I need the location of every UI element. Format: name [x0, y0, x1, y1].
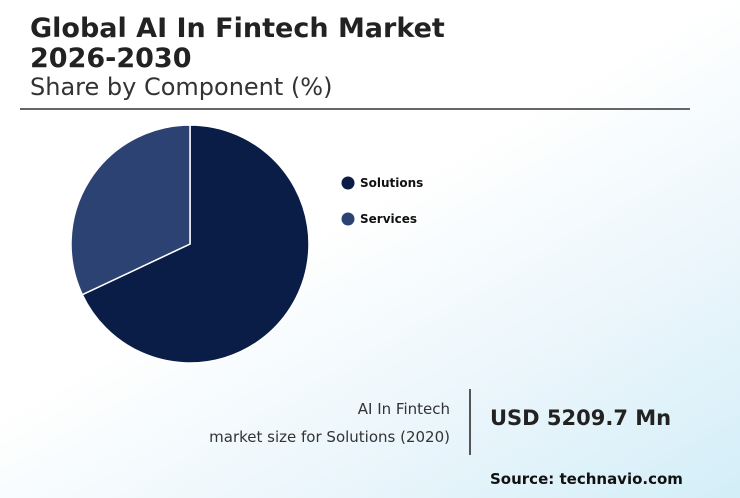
legend-marker [341, 212, 355, 226]
chart-title: Global AI In Fintech Market 2026-2030 [30, 13, 445, 74]
legend-marker [341, 176, 355, 190]
annotation: USD 5209.7 Mn [490, 406, 672, 430]
legend-label: Services [360, 212, 417, 226]
divider [20, 108, 690, 110]
pie-slice [81, 124, 310, 364]
chart-subtitle: Share by Component (%) [30, 73, 333, 101]
source: Source: technavio.com [490, 470, 683, 488]
legend-label: Solutions [360, 176, 423, 190]
annotation: AI In Fintech [357, 400, 450, 418]
divider [469, 389, 471, 455]
pie-slice [70, 124, 191, 296]
annotation: market size for Solutions (2020) [209, 428, 450, 446]
